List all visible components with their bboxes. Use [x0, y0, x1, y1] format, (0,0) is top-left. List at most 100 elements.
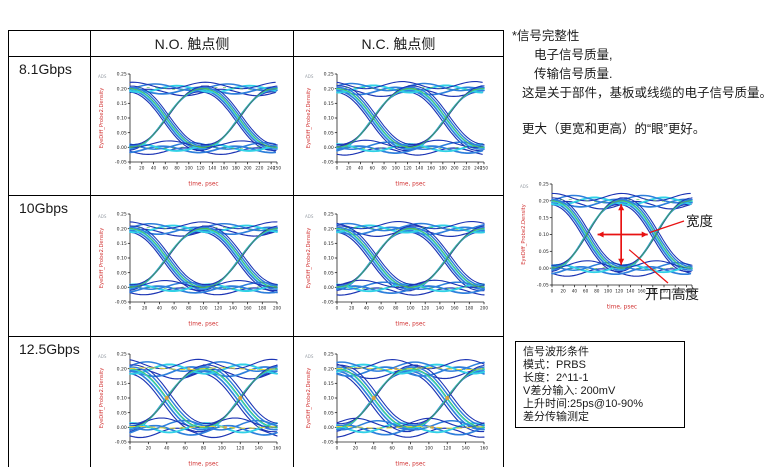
svg-text:80: 80: [381, 166, 387, 171]
svg-text:0.10: 0.10: [539, 232, 549, 238]
svg-text:140: 140: [626, 289, 634, 294]
svg-text:0.05: 0.05: [323, 130, 333, 136]
eye-diagram-nc-12-5gbps: ADS -0.05 0.00 0.05 0.10 0.15 0.20 0.25 0 20 40 60 8…: [305, 351, 488, 467]
cell-nc-12-5gbps: ADS -0.05 0.00 0.05 0.10 0.15 0.20 0.25 0 20 40 60 8…: [293, 336, 504, 467]
svg-text:180: 180: [232, 166, 240, 171]
svg-text:0.10: 0.10: [323, 116, 333, 122]
cell-no-10gbps: ADS -0.05 0.00 0.05 0.10 0.15 0.20 0.25 0 20 40 60 8…: [90, 195, 294, 337]
eye-diagram-nc-10gbps: ADS -0.05 0.00 0.05 0.10 0.15 0.20 0.25 0 20 40 60 8…: [305, 212, 488, 328]
svg-text:100: 100: [200, 306, 208, 311]
eye-trace-bundle: [335, 221, 485, 296]
eye-diagram-no-8-1gbps: ADS -0.05 0.00 0.05 0.10 0.15 0.20 0.25 0 20 40 60 8…: [98, 72, 281, 188]
svg-text:0.10: 0.10: [323, 395, 333, 401]
ads-logo: ADS: [98, 354, 107, 359]
x-axis-label: time, psec: [395, 182, 425, 188]
svg-text:20: 20: [139, 166, 145, 171]
svg-text:0.25: 0.25: [323, 351, 333, 357]
svg-text:40: 40: [157, 306, 163, 311]
eye-diagram-table: N.O. 触点侧 N.C. 触点侧 8.1Gbps ADS -0.05 0.00 0.…: [8, 30, 504, 467]
svg-text:40: 40: [371, 445, 377, 450]
svg-text:80: 80: [407, 445, 413, 450]
svg-text:120: 120: [421, 306, 429, 311]
svg-text:100: 100: [406, 306, 414, 311]
svg-text:180: 180: [438, 166, 446, 171]
svg-text:60: 60: [182, 445, 188, 450]
svg-text:140: 140: [415, 166, 423, 171]
y-axis-label: EyeDiff_Probe2.Density: [99, 88, 105, 149]
svg-text:80: 80: [201, 445, 207, 450]
svg-text:0.00: 0.00: [323, 285, 333, 291]
note-line: 电子信号质量,: [534, 48, 613, 62]
svg-text:40: 40: [572, 289, 578, 294]
svg-text:0.25: 0.25: [323, 72, 333, 78]
svg-text:40: 40: [357, 166, 363, 171]
svg-text:240: 240: [474, 166, 482, 171]
svg-text:0.10: 0.10: [117, 116, 127, 122]
cell-nc-10gbps: ADS -0.05 0.00 0.05 0.10 0.15 0.20 0.25 0 20 40 60 8…: [293, 195, 504, 337]
svg-text:0.00: 0.00: [323, 425, 333, 431]
eye-trace-bundle: [129, 358, 278, 438]
svg-text:160: 160: [273, 445, 281, 450]
svg-text:140: 140: [255, 445, 263, 450]
svg-text:0.25: 0.25: [323, 212, 333, 218]
svg-text:80: 80: [594, 289, 600, 294]
eye-trace-bundle: [129, 81, 278, 156]
svg-text:100: 100: [424, 445, 432, 450]
x-axis-label: time, psec: [188, 182, 218, 188]
svg-text:120: 120: [236, 445, 244, 450]
svg-text:0.10: 0.10: [323, 256, 333, 262]
svg-text:160: 160: [220, 166, 228, 171]
svg-text:200: 200: [450, 166, 458, 171]
svg-text:240: 240: [267, 166, 275, 171]
svg-text:250: 250: [273, 166, 281, 171]
svg-text:160: 160: [427, 166, 435, 171]
svg-text:160: 160: [450, 306, 458, 311]
svg-text:0.05: 0.05: [539, 249, 549, 255]
ads-logo: ADS: [305, 74, 314, 79]
y-axis-label: EyeDiff_Probe2.Density: [306, 228, 312, 289]
svg-text:0: 0: [129, 445, 132, 450]
ads-logo: ADS: [305, 354, 314, 359]
svg-text:120: 120: [615, 289, 623, 294]
svg-text:20: 20: [561, 289, 567, 294]
x-axis-label: time, psec: [188, 461, 218, 467]
svg-text:0.15: 0.15: [117, 241, 127, 247]
y-axis-label: EyeDiff_Probe2.Density: [521, 204, 527, 265]
svg-text:60: 60: [369, 166, 375, 171]
svg-text:-0.05: -0.05: [321, 439, 333, 445]
svg-text:0.15: 0.15: [323, 101, 333, 107]
svg-text:0.00: 0.00: [117, 425, 127, 431]
svg-text:180: 180: [258, 306, 266, 311]
svg-text:0.05: 0.05: [323, 410, 333, 416]
table-row: 8.1Gbps ADS -0.05 0.00 0.05 0.10 0.15 0.20 0.25…: [8, 56, 504, 196]
svg-text:0.20: 0.20: [117, 86, 127, 92]
signal-waveform-conditions-box: 信号波形条件 模式：PRBS 长度：2^11-1 V差分输入: 200mV 上升…: [515, 341, 685, 428]
svg-text:0.10: 0.10: [117, 395, 127, 401]
svg-text:20: 20: [352, 445, 358, 450]
table-header-row: N.O. 触点侧 N.C. 触点侧: [8, 30, 504, 57]
svg-text:100: 100: [185, 166, 193, 171]
svg-text:100: 100: [218, 445, 226, 450]
svg-text:-0.05: -0.05: [537, 283, 549, 289]
svg-text:100: 100: [391, 166, 399, 171]
y-axis-label: EyeDiff_Probe2.Density: [99, 367, 105, 428]
y-axis-label: EyeDiff_Probe2.Density: [99, 228, 105, 289]
svg-text:100: 100: [604, 289, 612, 294]
svg-text:0.25: 0.25: [117, 72, 127, 78]
table-row: 10Gbps ADS -0.05 0.00 0.05 0.10 0.15 0.20 0.25 0…: [8, 195, 504, 337]
eye-diagram-no-10gbps: ADS -0.05 0.00 0.05 0.10 0.15 0.20 0.25 0 20 40 60 8…: [98, 212, 281, 328]
svg-text:0.05: 0.05: [117, 410, 127, 416]
cell-no-12-5gbps: ADS -0.05 0.00 0.05 0.10 0.15 0.20 0.25 0 20 40 60 8…: [90, 336, 294, 467]
svg-text:160: 160: [244, 306, 252, 311]
svg-text:-0.05: -0.05: [115, 300, 127, 306]
eye-diagram-nc-8-1gbps: ADS -0.05 0.00 0.05 0.10 0.15 0.20 0.25 0 20 40 60 8…: [305, 72, 488, 188]
svg-text:160: 160: [638, 289, 646, 294]
row-label-12-5gbps: 12.5Gbps: [8, 336, 91, 467]
svg-text:0: 0: [335, 445, 338, 450]
svg-text:0.00: 0.00: [323, 145, 333, 151]
svg-text:0: 0: [129, 166, 132, 171]
svg-text:40: 40: [151, 166, 157, 171]
svg-text:0.25: 0.25: [117, 351, 127, 357]
svg-text:220: 220: [255, 166, 263, 171]
